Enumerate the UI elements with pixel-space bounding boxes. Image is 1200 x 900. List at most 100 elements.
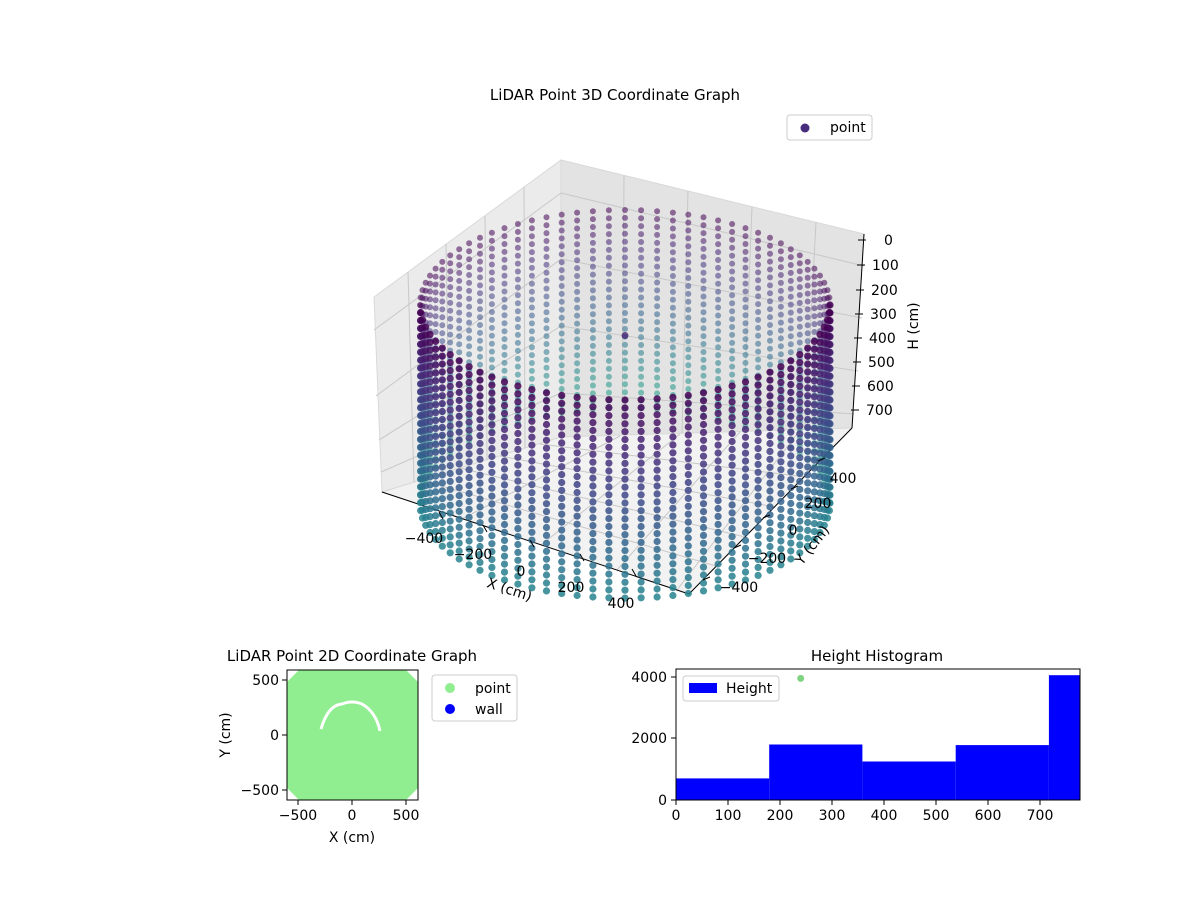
data-point [622, 222, 628, 229]
data-point [684, 431, 692, 439]
data-point [777, 418, 785, 426]
data-point [455, 420, 463, 428]
data-point [438, 471, 446, 479]
data-point [477, 353, 483, 360]
data-point [715, 257, 722, 263]
data-point [685, 283, 692, 289]
data-point [754, 445, 762, 453]
data-point [637, 522, 645, 531]
legend-histogram: Height [682, 675, 780, 702]
data-point [823, 316, 832, 324]
data-point [728, 461, 736, 469]
data-point [432, 496, 440, 504]
data-point [816, 425, 824, 434]
data-point [466, 287, 473, 294]
data-point [742, 328, 749, 335]
data-point [669, 217, 676, 224]
data-point [528, 352, 535, 359]
data-point [684, 589, 692, 598]
data-point [589, 537, 597, 546]
data-point [574, 288, 581, 295]
data-point [637, 404, 645, 412]
data-point [589, 561, 597, 569]
data-point [621, 436, 629, 444]
data-point [638, 215, 645, 222]
data-point [685, 227, 692, 234]
data-point [669, 552, 677, 560]
z-axis-3d: 0 100 200 300 400 500 600 700 H (cm) [851, 233, 922, 419]
data-point [637, 554, 645, 562]
data-point [796, 414, 804, 422]
data-point [653, 474, 661, 482]
data-point [426, 513, 434, 521]
data-point [501, 320, 508, 327]
data-point [685, 235, 692, 242]
data-point [488, 245, 495, 252]
data-point [558, 502, 566, 510]
data-point [810, 385, 819, 393]
data-point [432, 520, 440, 528]
data-point [700, 341, 707, 347]
data-point [477, 250, 483, 257]
data-point [742, 304, 749, 311]
data-point [514, 580, 522, 588]
data-point [685, 386, 692, 392]
data-point [824, 287, 831, 294]
data-point [432, 313, 439, 320]
data-point [447, 276, 454, 283]
data-point [714, 417, 722, 425]
data-point [558, 494, 566, 502]
data-point [466, 256, 473, 263]
data-point [796, 359, 804, 367]
data-point [637, 594, 645, 602]
data-point [514, 429, 522, 438]
data-point [653, 458, 661, 466]
data-point [477, 266, 483, 273]
plot-frame-histogram [675, 668, 1081, 801]
data-point [605, 262, 612, 269]
data-point [589, 374, 596, 381]
data-point [754, 571, 762, 580]
y-tick-label: 0 [270, 728, 279, 744]
data-point [514, 244, 521, 251]
z-tick-label: 600 [867, 379, 894, 395]
data-point [574, 352, 581, 359]
data-point [514, 300, 521, 307]
data-point [558, 589, 566, 598]
data-point [741, 394, 750, 402]
data-point [432, 345, 440, 353]
data-point [447, 323, 454, 330]
y-tick-label: 2000 [631, 731, 667, 747]
data-point [500, 568, 509, 576]
legend-marker-point [800, 123, 810, 133]
data-point [558, 423, 566, 431]
data-point [787, 325, 794, 332]
data-point [488, 508, 496, 516]
data-point [589, 395, 597, 403]
data-point [465, 402, 473, 410]
data-point [684, 534, 692, 542]
data-point [729, 371, 736, 378]
data-point [728, 509, 736, 517]
data-point [573, 576, 581, 584]
data-point [543, 277, 550, 284]
data-point [699, 539, 708, 547]
data-point [669, 473, 677, 481]
data-point [654, 366, 661, 373]
data-point [755, 245, 762, 252]
data-point [528, 344, 535, 351]
data-point [700, 293, 707, 300]
data-point [573, 496, 581, 504]
data-point [638, 223, 645, 230]
data-point [605, 239, 612, 245]
data-point [777, 371, 785, 379]
data-point [573, 568, 581, 576]
data-point [542, 500, 551, 508]
data-point [685, 378, 692, 385]
data-point [669, 449, 677, 457]
data-point [685, 322, 692, 329]
data-point [542, 555, 551, 563]
data-point [700, 269, 707, 276]
data-point [741, 536, 750, 545]
data-point [754, 524, 762, 532]
